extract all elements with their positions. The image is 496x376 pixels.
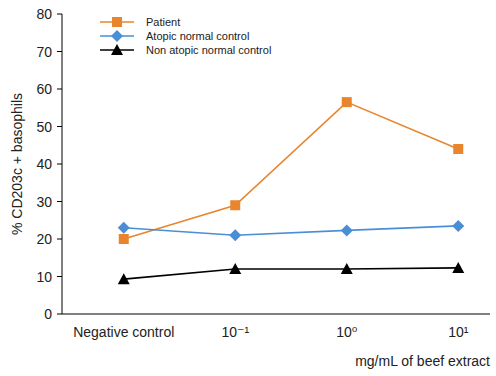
point <box>453 144 463 154</box>
y-tick-label: 20 <box>36 231 52 247</box>
point <box>342 97 352 107</box>
legend-marker <box>111 44 123 55</box>
legend-label: Non atopic normal control <box>146 44 271 56</box>
point <box>452 262 464 273</box>
point <box>230 200 240 210</box>
y-tick-label: 60 <box>36 81 52 97</box>
series-line <box>124 102 459 239</box>
plot-area <box>118 97 465 284</box>
legend-label: Patient <box>146 16 180 28</box>
point <box>119 234 129 244</box>
x-tick-label: 10⁻¹ <box>221 324 249 340</box>
y-tick-label: 10 <box>36 269 52 285</box>
point <box>229 263 241 274</box>
legend: Patient Atopic normal control Non atopic n… <box>100 16 271 56</box>
legend-marker <box>111 30 123 42</box>
y-axis-label: % CD203c + basophils <box>9 93 25 235</box>
point <box>229 229 241 241</box>
y-tick-label: 70 <box>36 44 52 60</box>
series-line <box>124 268 459 279</box>
y-tick <box>57 276 62 277</box>
series-line <box>124 226 459 235</box>
y-tick <box>57 201 62 202</box>
y-tick <box>57 164 62 165</box>
chart: 0 10 20 30 40 50 60 70 80 Negative control 10⁻¹ 10⁰… <box>0 0 496 376</box>
legend-marker <box>112 17 122 27</box>
y-tick <box>57 89 62 90</box>
y-tick <box>57 14 62 15</box>
x-axis <box>62 314 490 315</box>
x-tick-label: Negative control <box>73 324 174 340</box>
point <box>118 222 130 234</box>
y-tick-label: 30 <box>36 194 52 210</box>
y-tick <box>57 314 62 315</box>
point <box>341 263 353 274</box>
point <box>341 224 353 236</box>
point <box>118 273 130 284</box>
x-tick-label: 10⁰ <box>336 324 358 340</box>
x-tick-label: 10¹ <box>448 324 469 340</box>
x-axis-label: mg/mL of beef extract <box>355 353 490 369</box>
y-tick <box>57 126 62 127</box>
y-tick-label: 40 <box>36 156 52 172</box>
y-tick <box>57 239 62 240</box>
point <box>452 220 464 232</box>
y-tick-label: 50 <box>36 119 52 135</box>
legend-label: Atopic normal control <box>146 30 249 42</box>
y-tick-label: 0 <box>44 306 52 322</box>
y-tick-label: 80 <box>36 6 52 22</box>
y-tick <box>57 51 62 52</box>
